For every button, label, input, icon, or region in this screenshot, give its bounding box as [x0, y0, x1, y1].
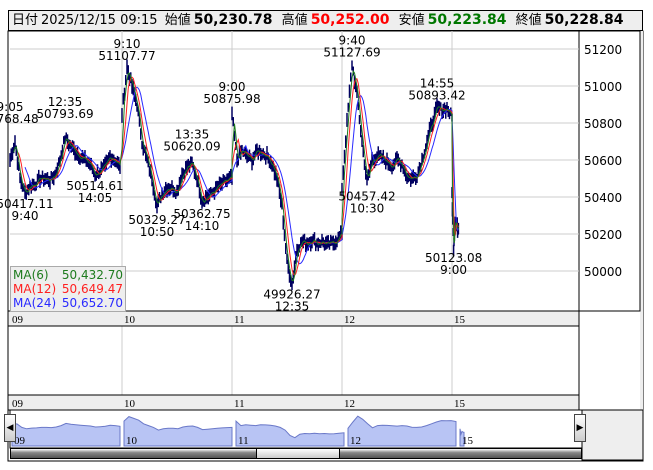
price-axis: [578, 30, 641, 312]
annotation-time: 14:10: [185, 219, 220, 233]
high-label: 高値: [281, 13, 308, 28]
x-tick-label: 09: [12, 314, 24, 326]
x-tick-label: 09: [12, 398, 24, 410]
navigator-area: [347, 415, 457, 447]
annotation-time: 9:40: [339, 33, 366, 47]
annotation-time: 9:00: [440, 263, 467, 277]
x-tick-label: 15: [454, 314, 466, 326]
annotation-time: 9:05: [0, 100, 23, 114]
annotation-time: 10:50: [140, 225, 175, 239]
arrow-right-icon: ▶: [576, 423, 584, 433]
annotation-value: 49926.27: [263, 288, 320, 302]
annotation-time: 9:00: [219, 80, 246, 94]
x-tick-label: 11: [234, 398, 245, 410]
time-axis: [7, 394, 580, 411]
annotation-value: 50417.11: [0, 197, 54, 211]
open-value: 50,230.78: [193, 12, 273, 28]
arrow-left-icon: ◀: [6, 423, 14, 433]
navigator-day-label: 12: [350, 435, 361, 447]
annotation-value: 50123.08: [425, 251, 482, 265]
annotation-value: 50893.42: [408, 89, 465, 103]
annotation-value: 50362.75: [173, 207, 230, 221]
high-value: 50,252.00: [310, 12, 390, 28]
navigator-day-label: 10: [126, 435, 138, 447]
low-value: 50,223.84: [427, 12, 507, 28]
date-label: 日付: [12, 13, 39, 28]
scrollbar-thumb[interactable]: [256, 449, 340, 458]
legend-ma12: MA(12) 50,649.47: [13, 282, 123, 296]
annotation-time: 14:05: [78, 191, 113, 205]
y-tick-label: 50000: [584, 265, 622, 279]
nav-gutter: [581, 409, 644, 461]
annotation-value: 50620.09: [163, 139, 220, 153]
y-tick-label: 51000: [584, 80, 622, 94]
open-label: 始値: [164, 13, 191, 28]
annotation-time: 13:35: [175, 127, 210, 141]
annotation-value: 51107.77: [98, 49, 155, 63]
navigator-area: [11, 422, 121, 447]
x-tick-label: 10: [124, 314, 136, 326]
annotation-value: 50875.98: [203, 92, 260, 106]
ma6-line: [13, 69, 459, 282]
y-tick-label: 50400: [584, 191, 622, 205]
datetime: 2025/12/15 09:15: [41, 13, 158, 28]
navigator-day-label: 15: [462, 435, 474, 447]
annotation-value: 50514.61: [66, 179, 123, 193]
annotation-value: 50329.27: [128, 213, 185, 227]
annotation-value: 51127.69: [323, 45, 380, 59]
annotation-time: 14:55: [420, 77, 455, 91]
x-tick-label: 12: [344, 314, 355, 326]
annotation-time: 9:40: [12, 209, 39, 223]
x-tick-label: 12: [344, 398, 355, 410]
scrollbar[interactable]: [10, 448, 582, 459]
x-tick-label: 10: [124, 398, 136, 410]
legend-ma6: MA(6) 50,432.70: [13, 268, 123, 282]
close-label: 終値: [515, 13, 542, 28]
annotation-time: 10:30: [350, 201, 385, 215]
close-value: 50,228.84: [544, 12, 624, 28]
y-tick-label: 51200: [584, 43, 622, 57]
annotation-value: 50768.48: [0, 112, 39, 126]
x-tick-label: 11: [234, 314, 245, 326]
time-axis: [7, 310, 580, 327]
right-gutter: [640, 31, 643, 410]
scroll-right-button[interactable]: ▶: [574, 414, 586, 442]
annotation-time: 9:10: [114, 37, 141, 51]
y-tick-label: 50800: [584, 117, 622, 131]
low-label: 安値: [398, 13, 425, 28]
legend-ma24: MA(24) 50,652.70: [13, 296, 123, 310]
y-tick-label: 50600: [584, 154, 622, 168]
scroll-left-button[interactable]: ◀: [4, 414, 16, 442]
x-tick-label: 15: [454, 398, 466, 410]
annotation-value: 50457.42: [338, 189, 395, 203]
navigator-day-label: 11: [238, 435, 249, 447]
navigator-day-label: 09: [14, 435, 26, 447]
navigator-area: [459, 428, 465, 447]
ma-legend: MA(6) 50,432.70 MA(12) 50,649.47 MA(24) 50,…: [10, 266, 126, 312]
navigator-area: [235, 419, 345, 447]
navigator-area: [123, 416, 233, 447]
ohlc-header: 日付 2025/12/15 09:15 始値 50,230.78 高値 50,252.…: [8, 10, 643, 31]
annotation-time: 12:35: [275, 300, 310, 314]
annotation-value: 50793.69: [36, 107, 93, 121]
y-tick-label: 50200: [584, 228, 622, 242]
annotation-time: 12:35: [48, 95, 83, 109]
